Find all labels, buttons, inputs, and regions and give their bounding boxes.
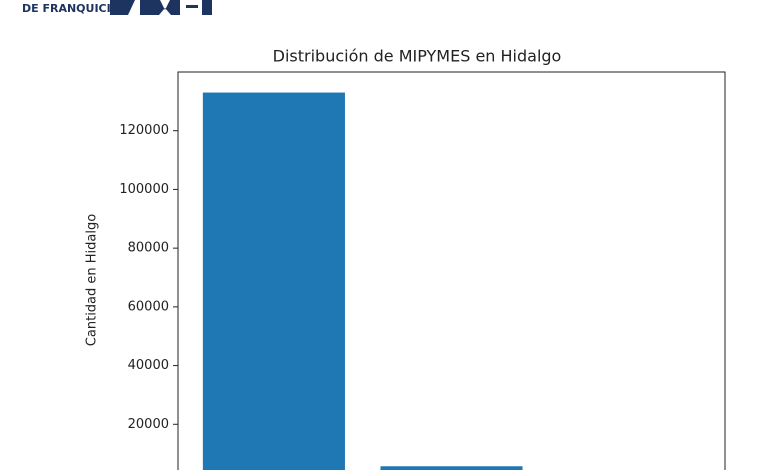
- y-tick-label: 80000: [128, 241, 169, 256]
- brand-text: DE FRANQUICIAS: [22, 2, 127, 15]
- y-tick-label: 60000: [128, 299, 169, 314]
- chart-title: Distribución de MIPYMES en Hidalgo: [273, 47, 562, 66]
- bar: [380, 466, 523, 470]
- axes-frame: [177, 71, 726, 470]
- brand-logo: [110, 0, 212, 15]
- y-tick-label: 20000: [128, 417, 169, 432]
- bar: [202, 92, 345, 470]
- y-tick-label: 120000: [119, 123, 169, 138]
- y-axis-label: Cantidad en Hidalgo: [85, 214, 100, 346]
- y-tick-label: 100000: [119, 182, 169, 197]
- y-tick-label: 40000: [128, 358, 169, 373]
